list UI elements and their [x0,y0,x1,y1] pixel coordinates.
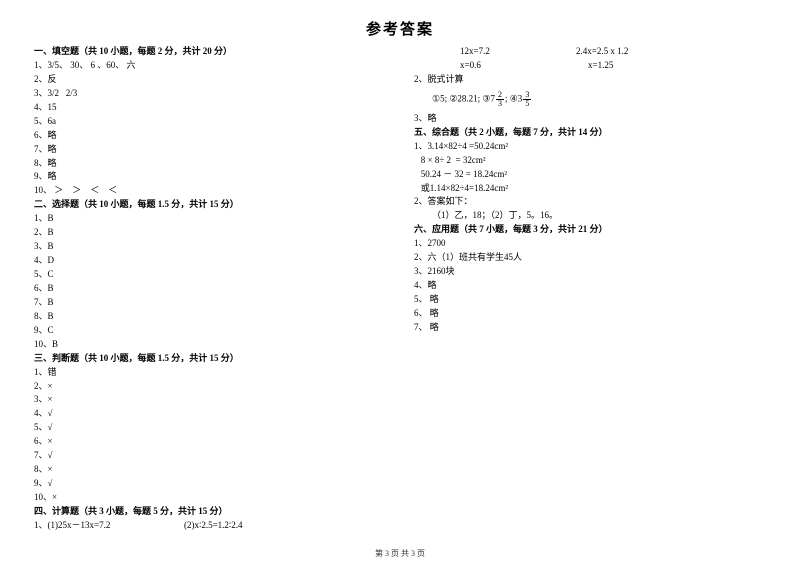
s1-item: 8、略 [34,157,386,171]
s1-item: 10、 ＞ ＞ ＜ ＜ [34,184,386,198]
s3-item: 5、√ [34,421,386,435]
s5-item: 8 × 8÷ 2 = 32cm² [414,154,766,168]
s2-item: 5、C [34,268,386,282]
s3-item: 6、× [34,435,386,449]
s2-item: 9、C [34,324,386,338]
s5-item: 2、答案如下： [414,195,766,209]
s4-q1-r1a: 1、(1)25x－13x=7.2 [34,519,184,533]
fraction-2: 35 [523,91,531,108]
s4-q2-d: ; ④3 [505,93,522,103]
section-3-head: 三、判断题（共 10 小题，每题 1.5 分，共计 15 分） [34,352,386,366]
section-6-head: 六、应用题（共 7 小题，每题 3 分，共计 21 分） [414,223,766,237]
s5-item: 或1.14×82÷4=18.24cm² [414,182,766,196]
section-1-head: 一、填空题（共 10 小题，每题 2 分，共计 20 分） [34,45,386,59]
page-title: 参考答案 [34,18,766,39]
s2-item: 4、D [34,254,386,268]
s5-item: 50.24 － 32 = 18.24cm² [414,168,766,182]
s2-item: 1、B [34,212,386,226]
s2-item: 7、B [34,296,386,310]
section-5-head: 五、综合题（共 2 小题，每题 7 分，共计 14 分） [414,126,766,140]
s1-item: 7、略 [34,143,386,157]
frac2-den: 5 [523,100,531,108]
s6-item: 5、 略 [414,293,766,307]
s6-item: 3、2160块 [414,265,766,279]
section-4-head: 四、计算题（共 3 小题，每题 5 分，共计 15 分） [34,505,386,519]
s6-item: 2、六（1）班共有学生45人 [414,251,766,265]
s2-item: 2、B [34,226,386,240]
page-footer: 第 3 页 共 3 页 [0,548,800,559]
s4-q2-expr: ①5; ②28.21; ③723; ④335 [414,87,766,112]
s4-q1-r2b: 2.4x=2.5 x 1.2 [564,45,628,59]
s1-item: 4、15 [34,101,386,115]
s5-item: 1、3.14×82÷4 =50.24cm² [414,140,766,154]
s4-q1-row3: x=0.6 x=1.25 [414,59,766,73]
s1-item: 3、3/2 2/3 [34,87,386,101]
s4-q1-r1b: (2)x∶2.5=1.2∶2.4 [184,519,243,533]
s2-item: 10、B [34,338,386,352]
s3-item: 9、√ [34,477,386,491]
s3-item: 8、× [34,463,386,477]
s5-item: （1）乙，18；（2）丁，5。16。 [414,209,766,223]
s1-item: 2、反 [34,73,386,87]
s3-item: 1、错 [34,366,386,380]
s4-q1-row1: 1、(1)25x－13x=7.2 (2)x∶2.5=1.2∶2.4 [34,519,386,533]
s6-item: 7、 略 [414,321,766,335]
s4-q3: 3、略 [414,112,766,126]
s4-q1-row2: 12x=7.2 2.4x=2.5 x 1.2 [414,45,766,59]
section-2-head: 二、选择题（共 10 小题，每题 1.5 分，共计 15 分） [34,198,386,212]
s3-item: 7、√ [34,449,386,463]
s3-item: 2、× [34,380,386,394]
s1-item: 1、3/5、 30、 6 、60、 六 [34,59,386,73]
s2-item: 6、B [34,282,386,296]
fraction-1: 23 [496,91,504,108]
s1-item: 5、6a [34,115,386,129]
s3-item: 4、√ [34,407,386,421]
frac1-den: 3 [496,100,504,108]
s2-item: 3、B [34,240,386,254]
content-columns: 一、填空题（共 10 小题，每题 2 分，共计 20 分） 1、3/5、 30、… [34,45,766,545]
s3-item: 3、× [34,393,386,407]
s2-item: 8、B [34,310,386,324]
s4-q2-b: ②28.21; [449,93,480,103]
s4-q1-r2a: 12x=7.2 [414,45,564,59]
s6-item: 1、2700 [414,237,766,251]
s1-item: 9、略 [34,170,386,184]
s4-q1-r3b: x=1.25 [564,59,613,73]
s4-q2-a: ①5; [432,93,447,103]
page-root: 参考答案 一、填空题（共 10 小题，每题 2 分，共计 20 分） 1、3/5… [0,0,800,565]
s3-item: 10、× [34,491,386,505]
s6-item: 4、略 [414,279,766,293]
s6-item: 6、 略 [414,307,766,321]
s1-item: 6、略 [34,129,386,143]
s4-q2-c: ③7 [482,93,495,103]
s4-q2-label: 2、脱式计算 [414,73,766,87]
s4-q1-r3a: x=0.6 [414,59,564,73]
